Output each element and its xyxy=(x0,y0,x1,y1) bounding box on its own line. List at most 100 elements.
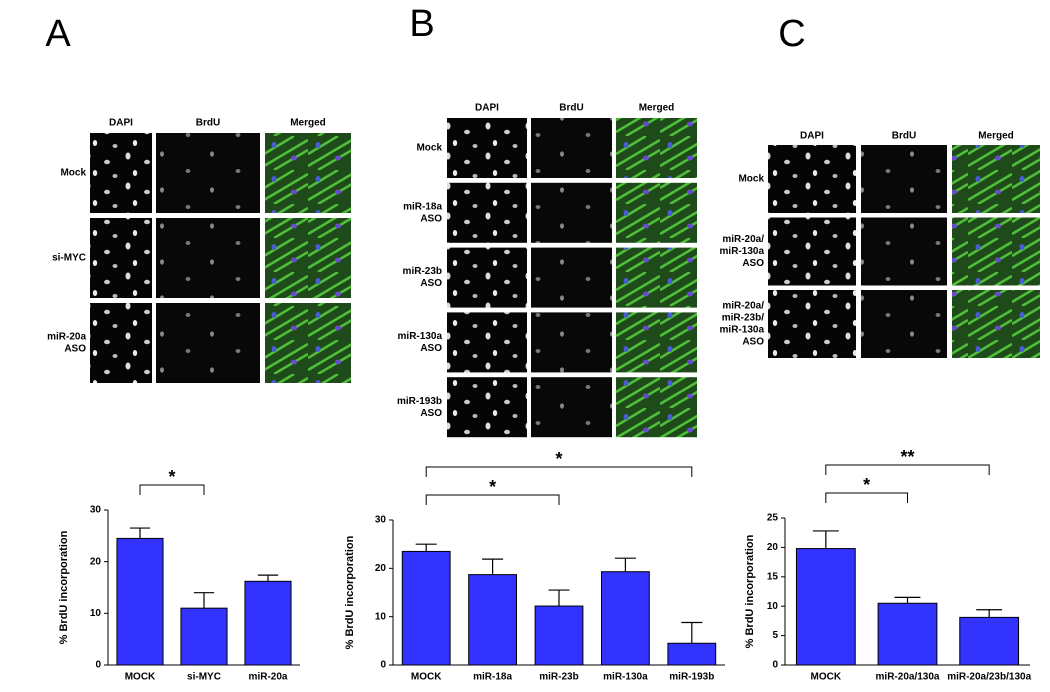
y-tick-label: 0 xyxy=(380,660,386,671)
micrograph xyxy=(447,247,527,308)
micrograph xyxy=(952,217,1040,286)
column-header: DAPI xyxy=(475,103,499,114)
row-label: ASO xyxy=(420,213,442,224)
y-tick-label: 5 xyxy=(772,630,778,641)
micrograph xyxy=(156,133,260,213)
micrograph xyxy=(265,133,351,213)
y-tick-label: 20 xyxy=(375,563,387,574)
micrograph xyxy=(265,218,351,298)
row-label: ASO xyxy=(742,258,764,269)
significance-label: * xyxy=(863,475,870,495)
row-label: miR-18a xyxy=(403,201,442,212)
row-label: ASO xyxy=(420,278,442,289)
x-tick-label: miR-130a xyxy=(603,672,648,683)
y-axis-label: % BrdU incorporation xyxy=(744,534,756,648)
bar xyxy=(534,605,584,666)
micrograph xyxy=(531,247,612,308)
micrograph xyxy=(616,312,697,373)
y-tick-label: 15 xyxy=(767,571,779,582)
x-tick-label: MOCK xyxy=(411,672,442,683)
panel-letter: A xyxy=(45,13,71,55)
micrograph xyxy=(768,290,856,358)
y-tick-label: 0 xyxy=(772,660,778,671)
micrograph xyxy=(861,290,947,358)
bar xyxy=(795,548,856,666)
micrograph xyxy=(90,133,152,213)
micrograph xyxy=(265,303,351,383)
bar xyxy=(468,574,518,666)
x-tick-label: si-MYC xyxy=(187,672,221,683)
significance-bracket xyxy=(139,484,205,495)
row-label: miR-193b xyxy=(397,396,442,407)
micrograph xyxy=(768,145,856,213)
micrograph xyxy=(447,377,527,438)
bar xyxy=(667,642,717,666)
row-label: miR-23b/ xyxy=(722,313,764,324)
y-tick-label: 30 xyxy=(90,505,102,516)
significance-bracket xyxy=(425,494,560,505)
micrograph xyxy=(447,118,527,178)
micrograph xyxy=(952,290,1040,358)
y-tick-label: 10 xyxy=(375,611,387,622)
significance-label: ** xyxy=(900,447,914,467)
bar xyxy=(244,580,292,666)
y-tick-label: 0 xyxy=(95,660,101,671)
micrograph xyxy=(90,303,152,383)
column-header: BrdU xyxy=(892,131,916,142)
panel-letter: C xyxy=(778,13,805,55)
micrograph xyxy=(156,218,260,298)
y-tick-label: 10 xyxy=(90,608,102,619)
micrograph xyxy=(90,218,152,298)
row-label: ASO xyxy=(64,344,86,355)
row-label: miR-23b xyxy=(403,266,442,277)
bar xyxy=(600,571,650,666)
micrograph xyxy=(616,247,697,308)
y-tick-label: 20 xyxy=(767,542,779,553)
y-tick-label: 25 xyxy=(767,513,779,524)
x-tick-label: MOCK xyxy=(125,672,156,683)
bar xyxy=(180,607,228,666)
x-tick-label: miR-23b xyxy=(539,672,578,683)
row-label: ASO xyxy=(420,408,442,419)
column-header: Merged xyxy=(978,131,1014,142)
micrograph xyxy=(861,217,947,286)
row-label: Mock xyxy=(416,143,442,154)
y-axis-label: % BrdU incorporation xyxy=(344,535,356,649)
y-tick-label: 20 xyxy=(90,556,102,567)
bar xyxy=(401,550,451,666)
y-axis-label: % BrdU incorporation xyxy=(58,530,70,644)
micrograph xyxy=(861,145,947,213)
x-tick-label: miR-20a/130a xyxy=(876,672,940,683)
row-label: miR-130a xyxy=(720,325,765,336)
micrograph xyxy=(531,118,612,178)
panel-letter: B xyxy=(409,3,434,45)
column-header: DAPI xyxy=(109,118,133,129)
micrograph xyxy=(616,377,697,438)
micrograph xyxy=(616,118,697,178)
micrograph xyxy=(531,377,612,438)
significance-bracket xyxy=(825,464,990,475)
column-header: BrdU xyxy=(559,103,583,114)
column-header: DAPI xyxy=(800,131,824,142)
micrograph xyxy=(156,303,260,383)
x-tick-label: miR-193b xyxy=(669,672,714,683)
micrograph xyxy=(447,182,527,243)
significance-label: * xyxy=(489,477,496,497)
bar xyxy=(959,616,1020,666)
bar xyxy=(877,602,938,666)
x-tick-label: miR-20a xyxy=(249,672,288,683)
significance-bracket xyxy=(825,492,908,503)
x-tick-label: miR-20a/23b/130a xyxy=(947,672,1031,683)
y-tick-label: 30 xyxy=(375,515,387,526)
row-label: Mock xyxy=(60,168,86,179)
x-tick-label: miR-18a xyxy=(473,672,512,683)
row-label: miR-130a xyxy=(720,246,765,257)
micrograph xyxy=(447,312,527,373)
micrograph xyxy=(531,312,612,373)
bar xyxy=(116,537,164,666)
micrograph xyxy=(616,182,697,243)
micrograph xyxy=(952,145,1040,213)
row-label: miR-20a/ xyxy=(722,301,764,312)
row-label: ASO xyxy=(742,337,764,348)
significance-bracket xyxy=(425,466,693,477)
